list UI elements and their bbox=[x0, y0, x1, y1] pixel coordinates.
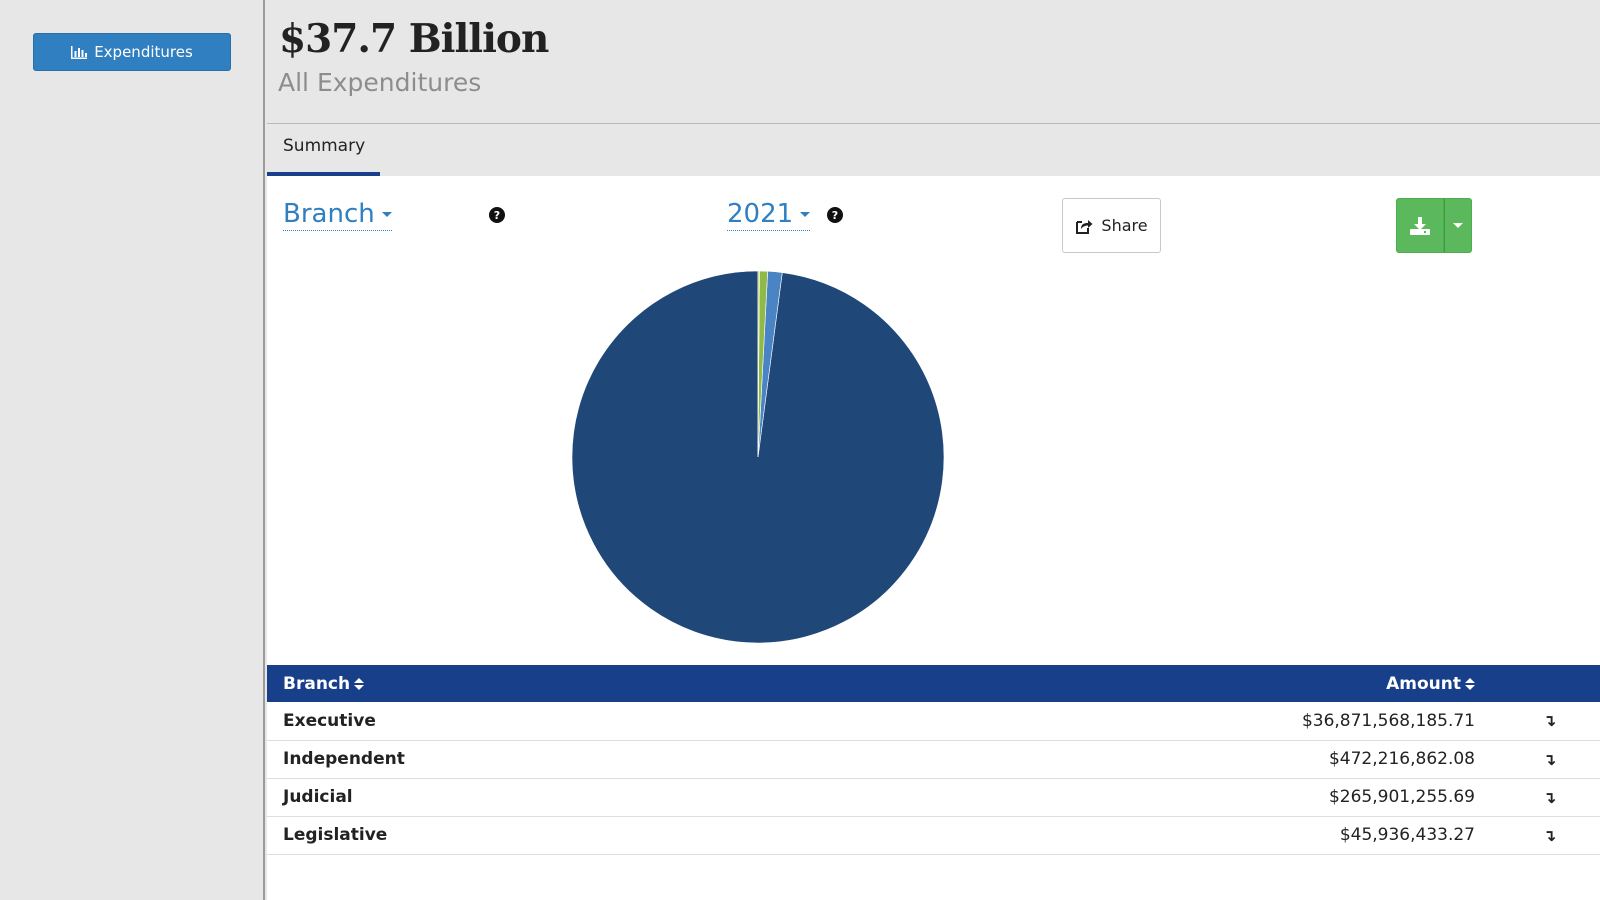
share-button[interactable]: Share bbox=[1062, 198, 1161, 253]
tab-bar: Summary bbox=[267, 124, 1600, 176]
branch-name: Judicial bbox=[283, 787, 353, 807]
tab-summary[interactable]: Summary bbox=[267, 124, 380, 176]
question-circle-icon[interactable]: ? bbox=[827, 207, 843, 223]
group-by-value: Branch bbox=[283, 199, 375, 229]
table-row[interactable]: Independent $472,216,862.08 ↴ bbox=[267, 740, 1600, 778]
drilldown-icon[interactable]: ↴ bbox=[1543, 711, 1557, 731]
expenditures-nav-button[interactable]: Expenditures bbox=[33, 33, 231, 71]
table-header-row: Branch Amount bbox=[267, 665, 1600, 702]
pie-chart bbox=[568, 267, 948, 647]
branch-amount: $265,901,255.69 bbox=[1328, 787, 1475, 807]
drilldown-icon[interactable]: ↴ bbox=[1543, 749, 1557, 769]
download-options-toggle[interactable] bbox=[1444, 198, 1472, 253]
main-content: Branch ? 2021 ? Share Branch Am bbox=[267, 176, 1600, 900]
table-row[interactable]: Legislative $45,936,433.27 ↴ bbox=[267, 816, 1600, 854]
page-header: $37.7 Billion All Expenditures bbox=[267, 0, 1600, 124]
caret-down-icon bbox=[381, 212, 392, 217]
question-circle-icon[interactable]: ? bbox=[489, 207, 505, 223]
branch-amount: $45,936,433.27 bbox=[1339, 825, 1475, 845]
branch-amount: $36,871,568,185.71 bbox=[1301, 710, 1475, 731]
sort-icon bbox=[354, 677, 365, 690]
amount-column-header[interactable]: Amount bbox=[809, 665, 1475, 702]
nav-button-label: Expenditures bbox=[94, 43, 193, 61]
bar-chart-icon bbox=[71, 45, 88, 59]
branch-column-label: Branch bbox=[283, 673, 351, 694]
share-icon bbox=[1076, 219, 1093, 234]
amount-column-label: Amount bbox=[1386, 673, 1461, 694]
year-value: 2021 bbox=[727, 199, 794, 229]
branch-name: Executive bbox=[283, 710, 376, 731]
caret-down-icon bbox=[1453, 223, 1463, 228]
download-icon bbox=[1410, 216, 1430, 235]
pie-chart-svg bbox=[571, 270, 945, 644]
sort-icon bbox=[1465, 677, 1475, 690]
branch-column-header[interactable]: Branch bbox=[267, 665, 809, 702]
action-column-header bbox=[1475, 665, 1600, 702]
share-label: Share bbox=[1101, 216, 1148, 235]
sidebar: Expenditures bbox=[0, 0, 265, 900]
branch-amount: $472,216,862.08 bbox=[1328, 749, 1475, 769]
group-by-dropdown[interactable]: Branch bbox=[283, 199, 392, 231]
total-amount: $37.7 Billion bbox=[279, 16, 549, 62]
download-button[interactable] bbox=[1396, 198, 1444, 253]
branch-name: Independent bbox=[283, 749, 405, 769]
branch-table: Branch Amount Executive $36,871,568,185.… bbox=[267, 665, 1600, 855]
page-subtitle: All Expenditures bbox=[278, 68, 482, 97]
caret-down-icon bbox=[800, 212, 811, 217]
branch-name: Legislative bbox=[283, 825, 388, 845]
table-row[interactable]: Judicial $265,901,255.69 ↴ bbox=[267, 778, 1600, 816]
download-button-group bbox=[1396, 198, 1472, 253]
pie-slice-legislative[interactable] bbox=[757, 270, 760, 458]
year-dropdown[interactable]: 2021 bbox=[727, 199, 811, 231]
drilldown-icon[interactable]: ↴ bbox=[1543, 825, 1557, 845]
drilldown-icon[interactable]: ↴ bbox=[1543, 787, 1557, 807]
table-row[interactable]: Executive $36,871,568,185.71 ↴ bbox=[267, 702, 1600, 740]
